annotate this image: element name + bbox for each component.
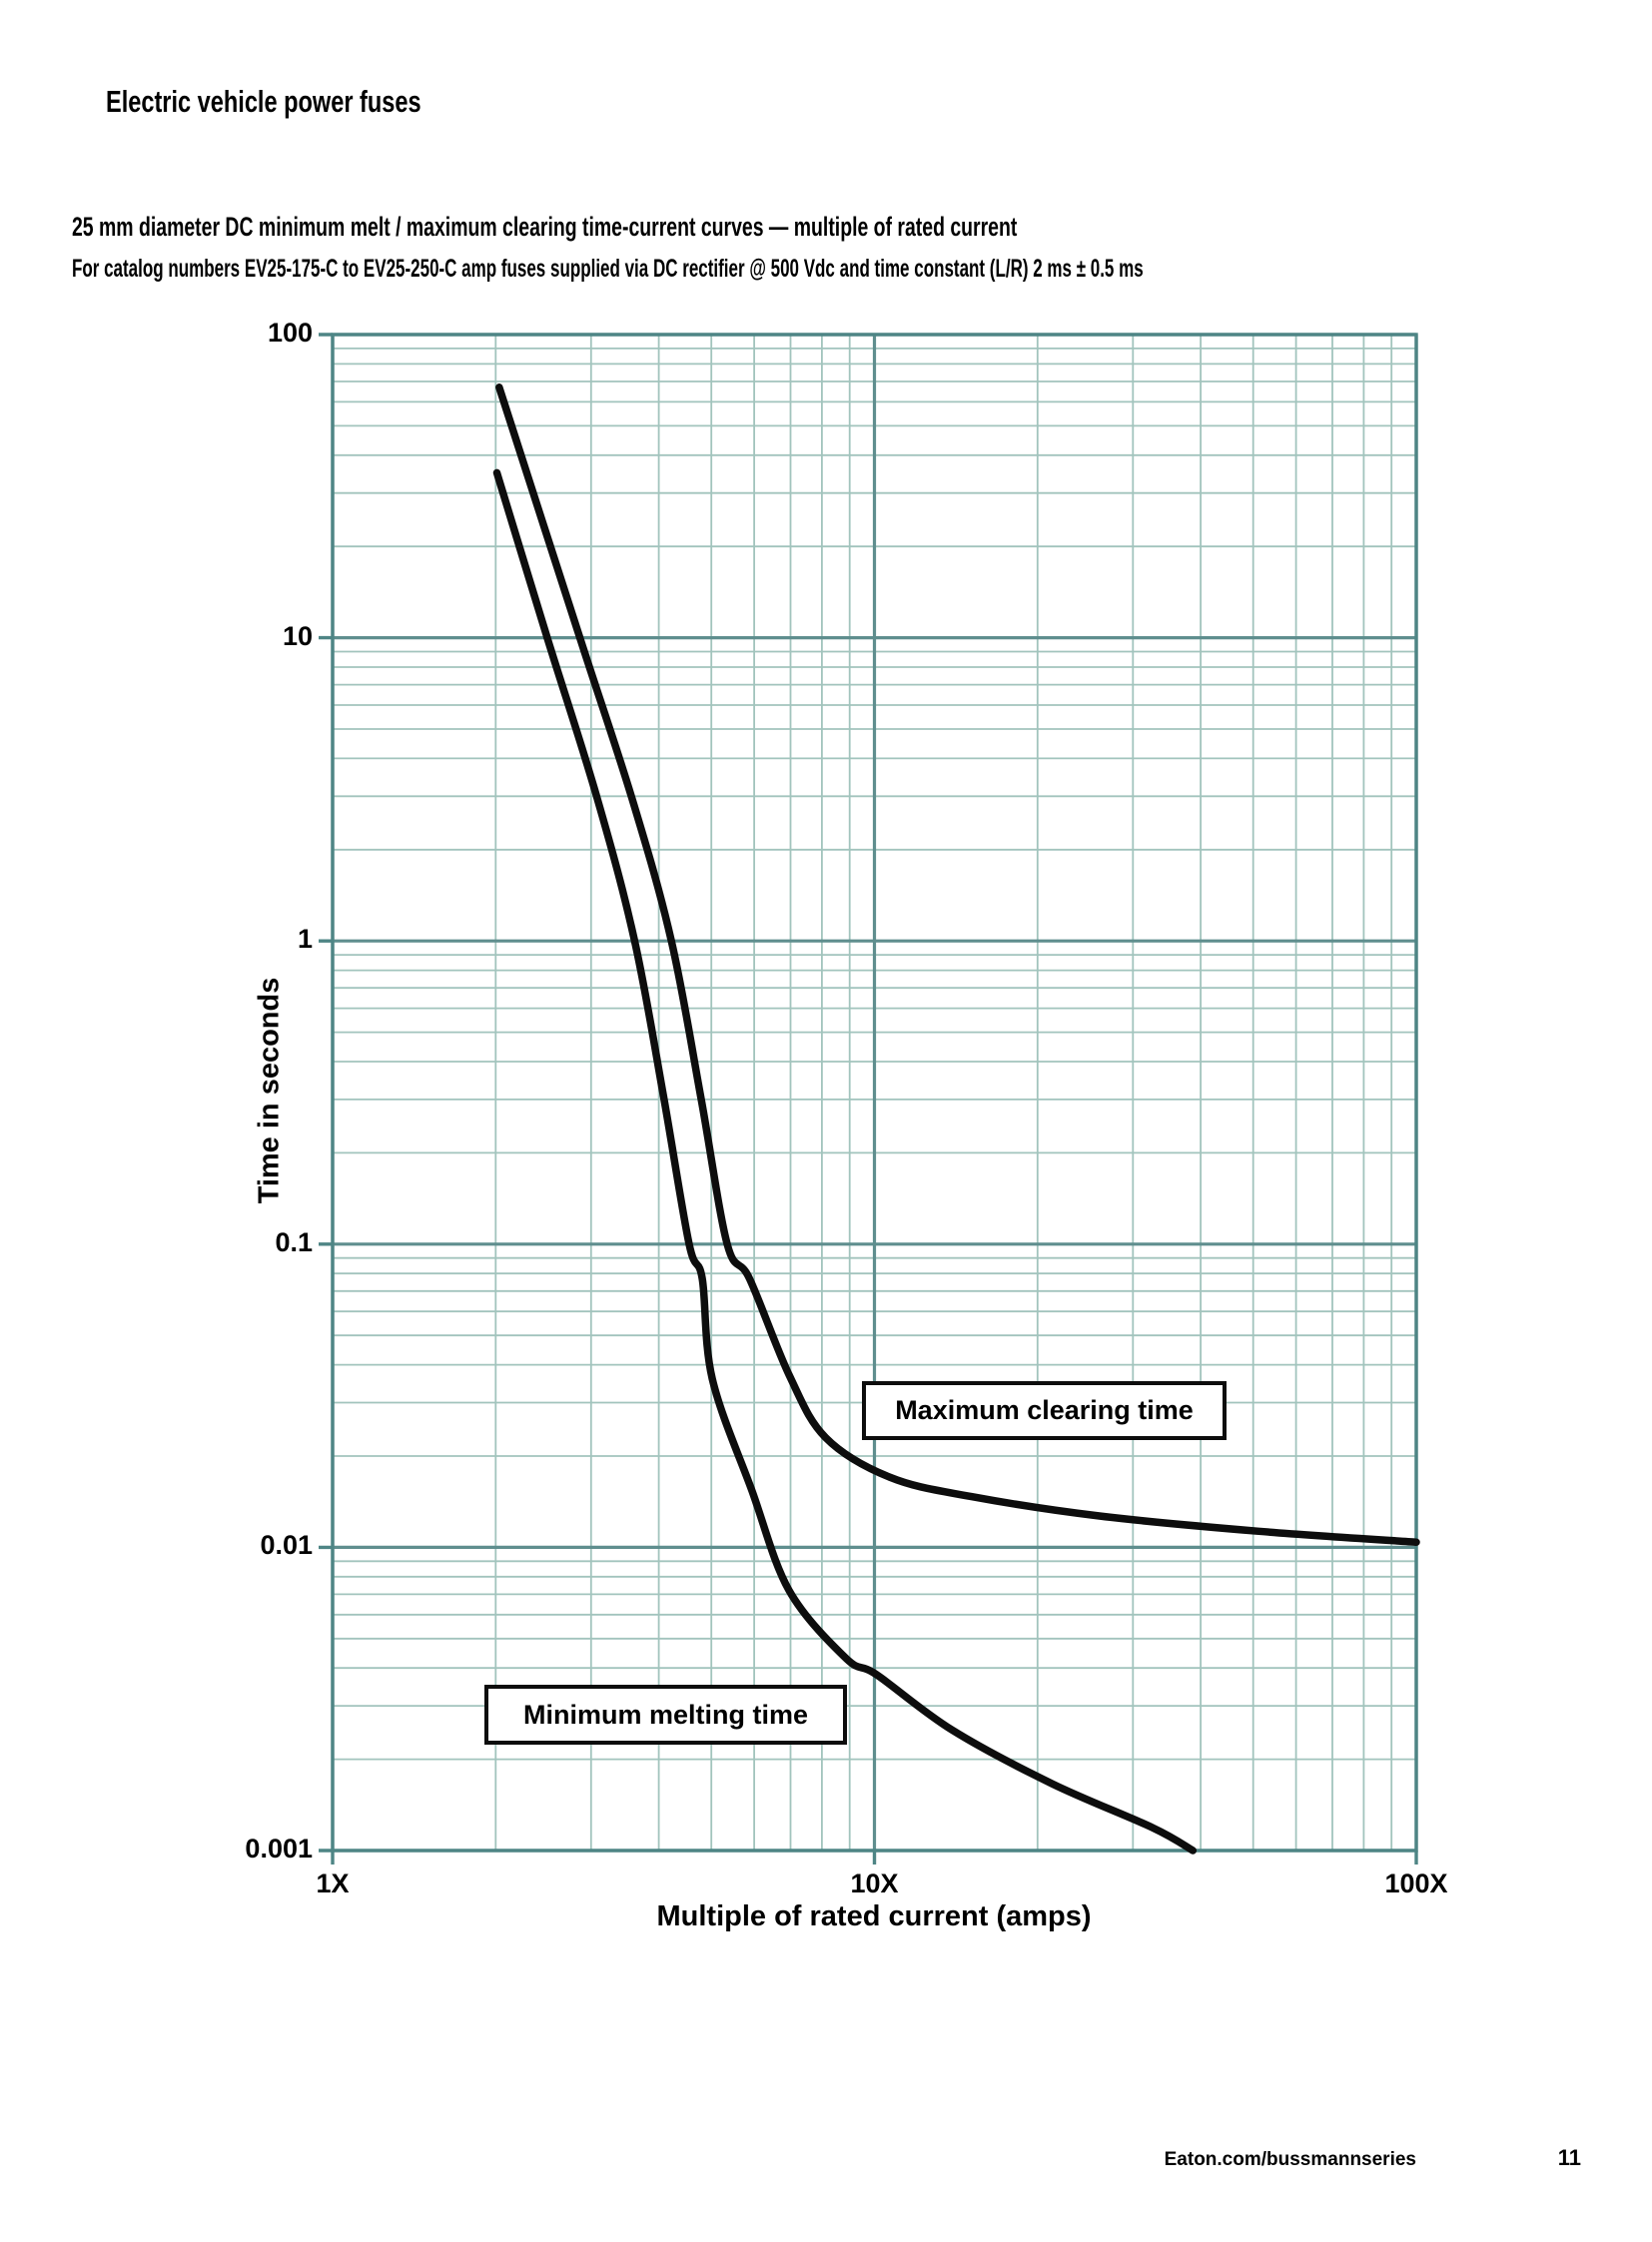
x-tick-label-1X: 1X	[316, 1868, 350, 1898]
curve-maximum-clearing-time	[495, 383, 1420, 1546]
x-tick-label-10X: 10X	[850, 1868, 899, 1898]
curve-minimum-melting-time	[492, 468, 1198, 1855]
axis-ticks	[319, 333, 1418, 1865]
y-tick-label-0.01: 0.01	[260, 1530, 313, 1561]
y-tick-label-10: 10	[282, 620, 313, 651]
x-tick-label-100X: 100X	[1384, 1868, 1448, 1898]
page-header: Electric vehicle power fuses	[106, 84, 421, 119]
y-tick-label-100: 100	[267, 318, 313, 348]
curve-label-box: Maximum clearing time	[862, 1381, 1227, 1440]
y-tick-label-1: 1	[297, 924, 313, 955]
x-axis-title: Multiple of rated current (amps)	[656, 1900, 1092, 1932]
y-tick-label-0.001: 0.001	[245, 1834, 313, 1864]
y-axis-title: Time in seconds	[253, 977, 286, 1204]
chart-title: 25 mm diameter DC minimum melt / maximum…	[72, 212, 1018, 242]
y-tick-label-0.1: 0.1	[275, 1226, 313, 1257]
curve-label-box: Minimum melting time	[484, 1685, 847, 1745]
footer-url: Eaton.com/bussmannseries	[1164, 2149, 1416, 2170]
chart-subtitle: For catalog numbers EV25-175-C to EV25-2…	[72, 255, 1144, 283]
footer-page-number: 11	[1557, 2145, 1581, 2170]
